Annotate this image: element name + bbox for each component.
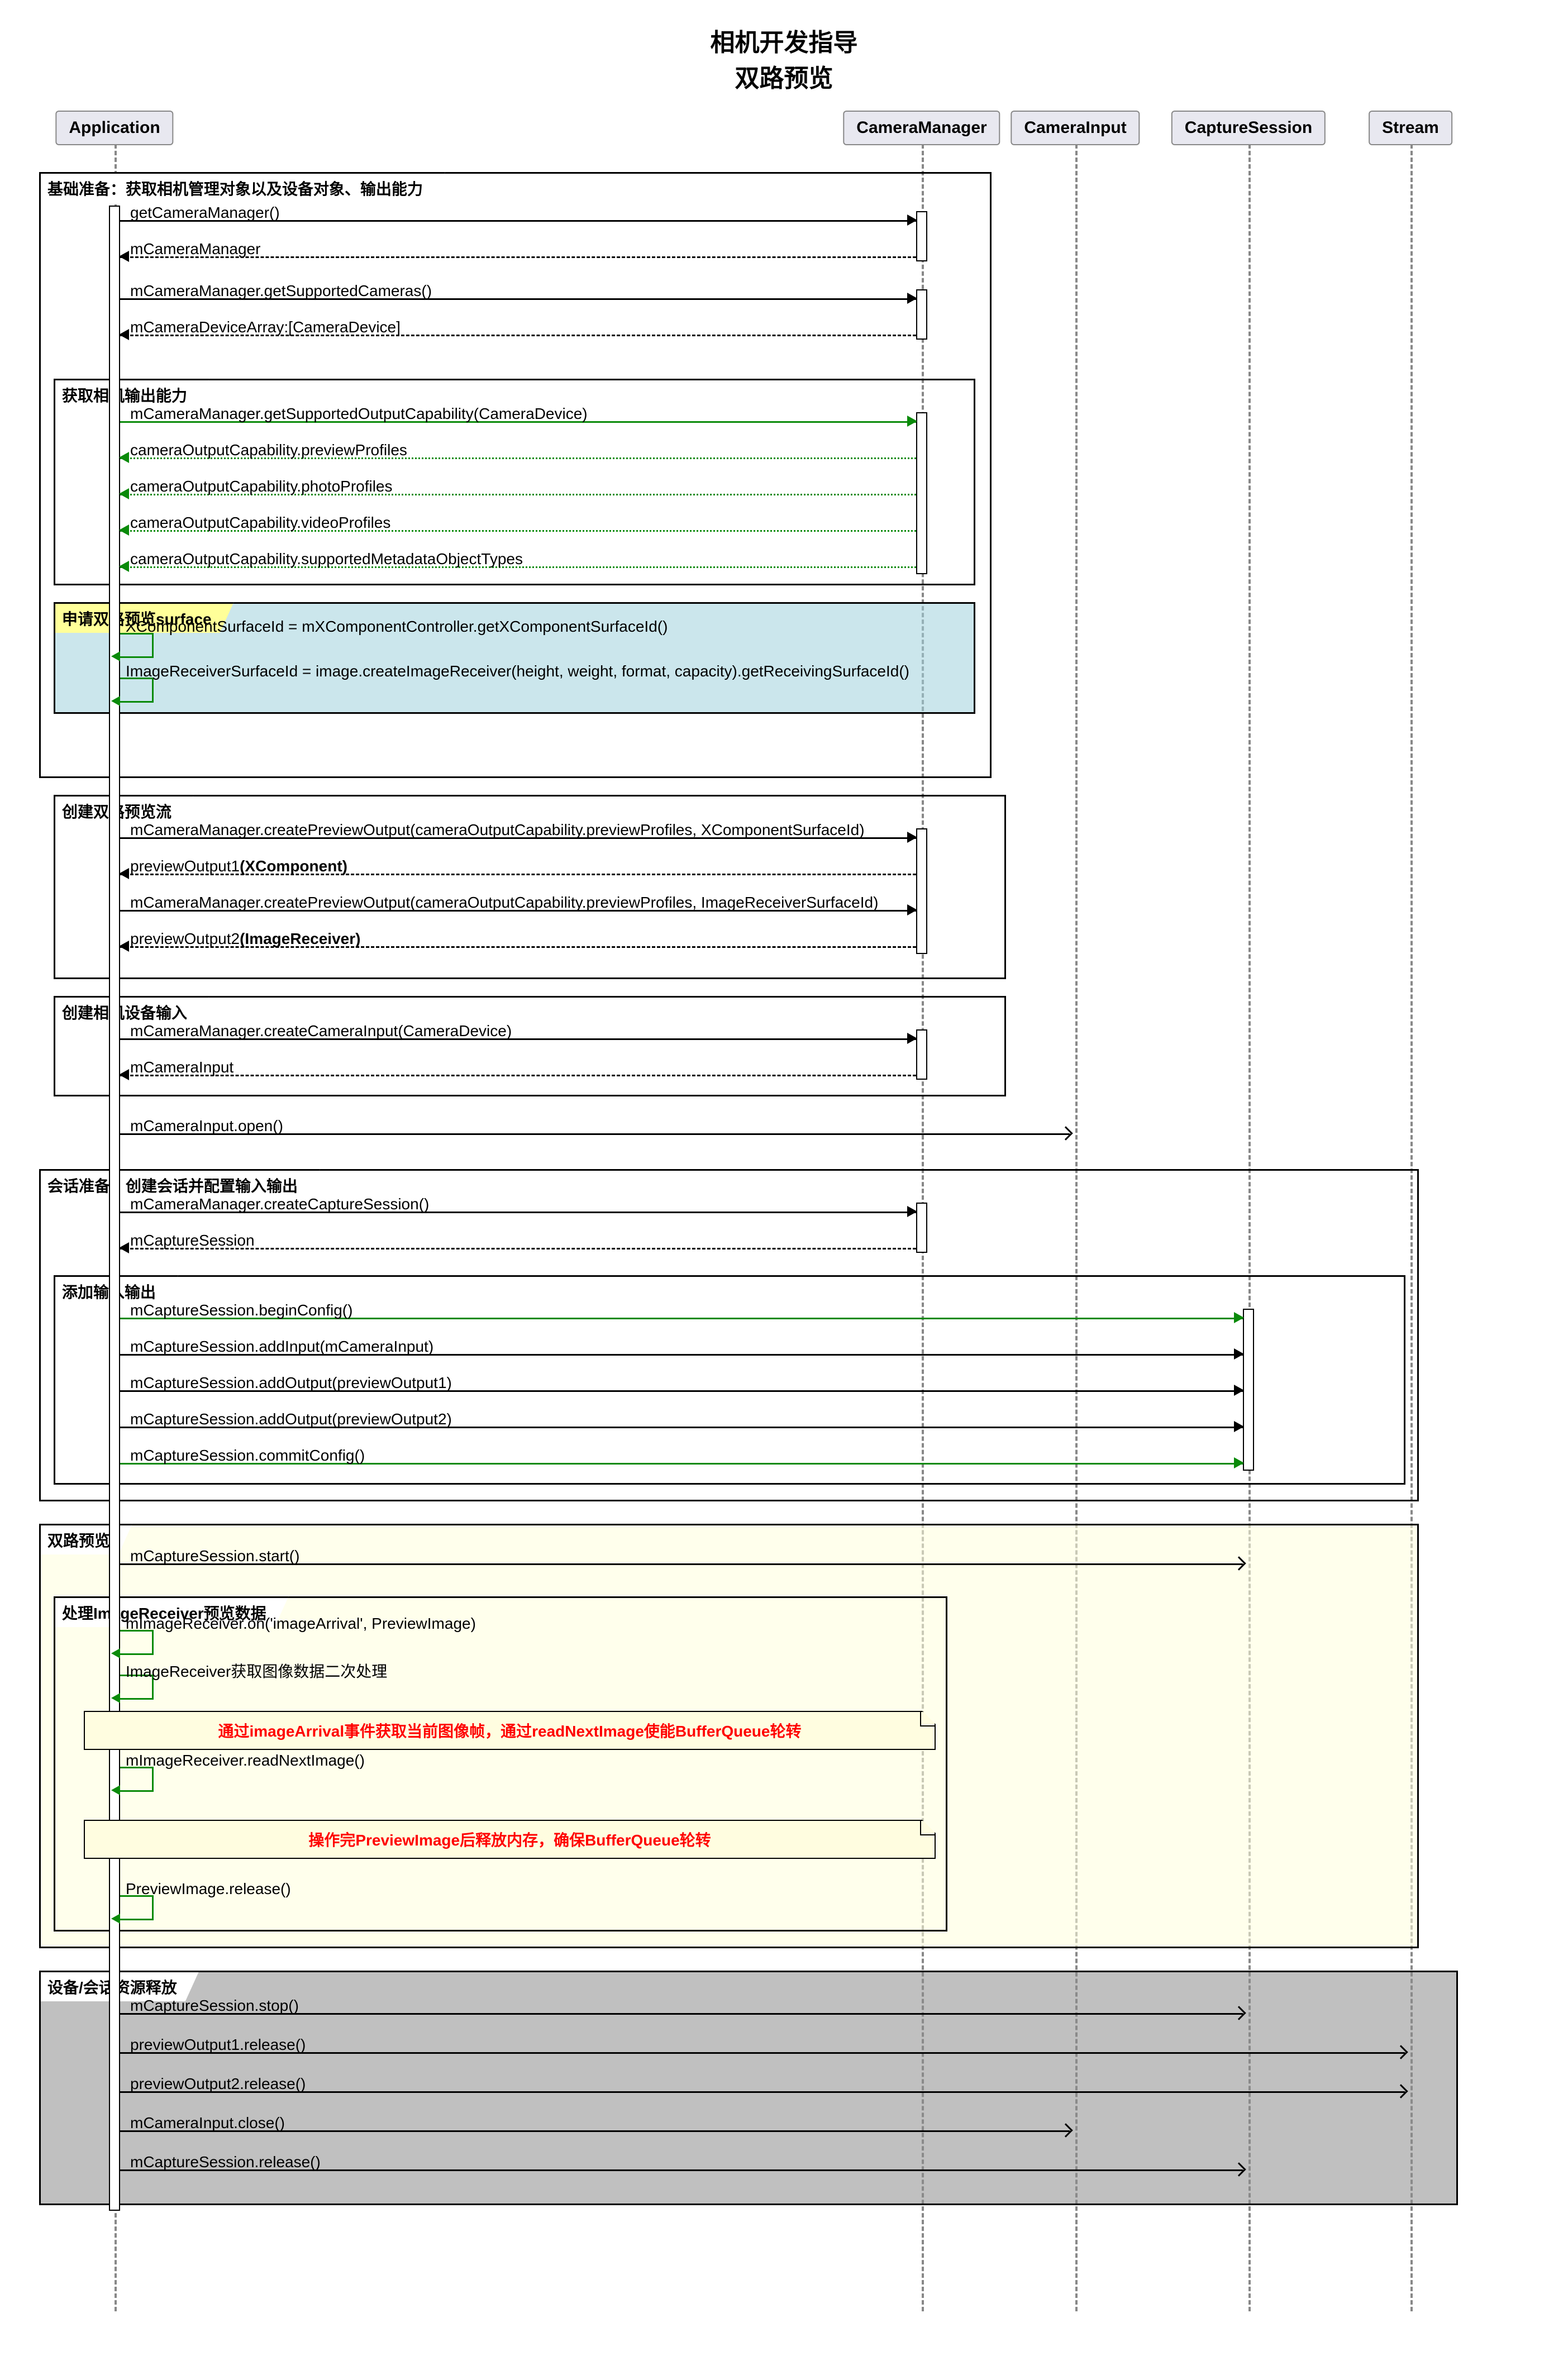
- message: cameraOutputCapability.previewProfiles: [120, 457, 916, 458]
- message: mCameraManager.getSupportedCameras(): [120, 298, 916, 299]
- message-label: mCaptureSession.stop(): [130, 1997, 299, 2015]
- message: mCameraManager.createCameraInput(CameraD…: [120, 1038, 916, 1039]
- message-label: mCameraInput.open(): [130, 1117, 283, 1135]
- participant-stream: Stream: [1369, 111, 1452, 145]
- message-label: previewOutput2.release(): [130, 2075, 306, 2093]
- participant-mgr: CameraManager: [843, 111, 1000, 145]
- activation: [1243, 1309, 1254, 1471]
- message-label: mCameraInput: [130, 1058, 233, 1076]
- message: mCameraInput: [120, 1074, 916, 1075]
- activation: [916, 828, 927, 954]
- message: mCaptureSession.commitConfig(): [120, 1462, 1243, 1463]
- message: previewOutput2(ImageReceiver): [120, 946, 916, 947]
- message-label: mImageReceiver.readNextImage(): [126, 1752, 365, 1770]
- message-label: mCameraManager.createCaptureSession(): [130, 1195, 429, 1213]
- activation: [916, 289, 927, 340]
- message-label: mCaptureSession: [130, 1232, 255, 1249]
- message: previewOutput2.release(): [120, 2091, 1405, 2092]
- message: mCaptureSession.start(): [120, 1563, 1243, 1564]
- activation: [916, 412, 927, 574]
- message-label: mCaptureSession.release(): [130, 2153, 321, 2171]
- message: mCaptureSession.release(): [120, 2169, 1243, 2170]
- title-line-2: 双路预览: [17, 58, 1551, 94]
- frame-f3: 创建相机设备输入: [54, 996, 1006, 1096]
- activation: [916, 1029, 927, 1080]
- self-message: mImageReceiver.readNextImage(): [120, 1767, 154, 1792]
- message-label: mCaptureSession.addOutput(previewOutput1…: [130, 1374, 452, 1392]
- self-message: mImageReceiver.on('imageArrival', Previe…: [120, 1630, 154, 1655]
- message-label: mCaptureSession.addOutput(previewOutput2…: [130, 1410, 452, 1428]
- message-label: mCameraManager.getSupportedCameras(): [130, 282, 432, 300]
- message-label: mCaptureSession.start(): [130, 1547, 299, 1565]
- frame-label: 基础准备：获取相机管理对象以及设备对象、输出能力: [39, 172, 445, 203]
- message: mCameraManager.getSupportedOutputCapabil…: [120, 421, 916, 422]
- message: mCameraManager.createPreviewOutput(camer…: [120, 909, 916, 910]
- message-label: mCameraManager.createCameraInput(CameraD…: [130, 1022, 512, 1040]
- message-label: mCameraManager.getSupportedOutputCapabil…: [130, 405, 588, 423]
- message: cameraOutputCapability.supportedMetadata…: [120, 566, 916, 567]
- note: 通过imageArrival事件获取当前图像帧，通过readNextImage使…: [84, 1711, 936, 1750]
- self-message: ImageReceiver获取图像数据二次处理: [120, 1675, 154, 1700]
- message-label: PreviewImage.release(): [126, 1880, 291, 1898]
- message-label: mCaptureSession.beginConfig(): [130, 1301, 352, 1319]
- message: mCaptureSession.addInput(mCameraInput): [120, 1353, 1243, 1355]
- activation: [916, 1203, 927, 1253]
- message-label: cameraOutputCapability.supportedMetadata…: [130, 550, 523, 568]
- message-label: previewOutput1(XComponent): [130, 857, 347, 875]
- message: mCameraManager.createCaptureSession(): [120, 1211, 916, 1212]
- message: getCameraManager(): [120, 220, 916, 221]
- message: mCaptureSession.addOutput(previewOutput1…: [120, 1390, 1243, 1391]
- activation: [109, 206, 120, 2211]
- message: previewOutput1(XComponent): [120, 873, 916, 874]
- message-label: mCameraInput.close(): [130, 2114, 285, 2132]
- message: mCaptureSession: [120, 1247, 916, 1248]
- message-label: ImageReceiverSurfaceId = image.createIma…: [126, 662, 909, 680]
- message-label: mImageReceiver.on('imageArrival', Previe…: [126, 1615, 476, 1633]
- message-label: XComponentSurfaceId = mXComponentControl…: [126, 618, 668, 636]
- message: mCameraManager: [120, 256, 916, 257]
- message-label: mCaptureSession.addInput(mCameraInput): [130, 1338, 433, 1356]
- message-label: previewOutput2(ImageReceiver): [130, 930, 360, 948]
- message: previewOutput1.release(): [120, 2052, 1405, 2053]
- message-label: cameraOutputCapability.previewProfiles: [130, 441, 407, 459]
- participant-app: Application: [55, 111, 173, 145]
- message-label: mCameraManager: [130, 240, 260, 258]
- message: cameraOutputCapability.photoProfiles: [120, 493, 916, 494]
- message-label: mCameraDeviceArray:[CameraDevice]: [130, 318, 401, 336]
- message: mCameraDeviceArray:[CameraDevice]: [120, 334, 916, 335]
- activation: [916, 211, 927, 261]
- message-label: previewOutput1.release(): [130, 2036, 306, 2054]
- message-label: getCameraManager(): [130, 204, 280, 222]
- message: mCaptureSession.beginConfig(): [120, 1317, 1243, 1318]
- message-label: cameraOutputCapability.videoProfiles: [130, 514, 390, 532]
- message-label: cameraOutputCapability.photoProfiles: [130, 478, 393, 495]
- message-label: ImageReceiver获取图像数据二次处理: [126, 1659, 387, 1682]
- title-line-1: 相机开发指导: [17, 22, 1551, 58]
- self-message: PreviewImage.release(): [120, 1895, 154, 1920]
- message: mCaptureSession.stop(): [120, 2012, 1243, 2014]
- message-label: mCaptureSession.commitConfig(): [130, 1447, 365, 1465]
- participant-input: CameraInput: [1011, 111, 1140, 145]
- sequence-diagram: Application CameraManager CameraInput Captu…: [17, 111, 1551, 2334]
- self-message: XComponentSurfaceId = mXComponentControl…: [120, 633, 154, 658]
- diagram-title: 相机开发指导 双路预览: [17, 22, 1551, 94]
- self-message: ImageReceiverSurfaceId = image.createIma…: [120, 678, 154, 703]
- note: 操作完PreviewImage后释放内存，确保BufferQueue轮转: [84, 1820, 936, 1859]
- message-label: mCameraManager.createPreviewOutput(camer…: [130, 894, 878, 912]
- message: cameraOutputCapability.videoProfiles: [120, 530, 916, 531]
- message: mCameraManager.createPreviewOutput(camer…: [120, 837, 916, 838]
- participant-session: CaptureSession: [1171, 111, 1326, 145]
- message: mCaptureSession.addOutput(previewOutput2…: [120, 1426, 1243, 1427]
- message: mCameraInput.close(): [120, 2130, 1070, 2131]
- message-label: mCameraManager.createPreviewOutput(camer…: [130, 821, 865, 839]
- message: mCameraInput.open(): [120, 1133, 1070, 1134]
